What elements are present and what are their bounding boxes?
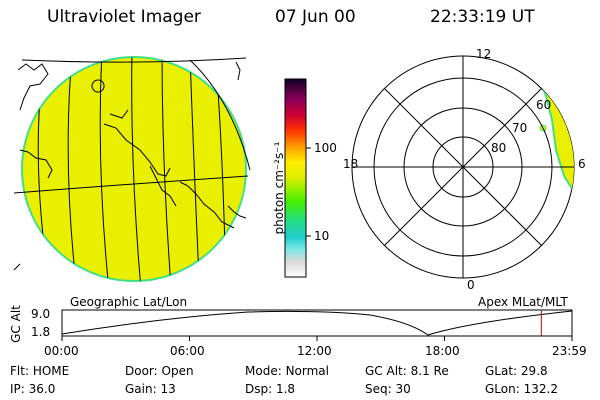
alt-xtick-0: 00:00	[44, 344, 79, 358]
mlt-label-6: 6	[578, 157, 586, 171]
alt-xtick-4: 23:59	[552, 344, 587, 358]
terminator-arc	[189, 59, 251, 171]
alt-xtick-2: 12:00	[297, 344, 332, 358]
coast-fragment	[13, 263, 21, 271]
image-date: 07 Jun 00	[275, 7, 356, 27]
status-ip: IP: 36.0	[10, 382, 56, 396]
polar-plot	[351, 55, 575, 279]
earth-disk	[21, 56, 247, 282]
status-gc-alt: GC Alt: 8.1 Re	[365, 364, 449, 378]
app-title: Ultraviolet Imager	[47, 7, 201, 27]
mlt-label-18: 18	[343, 157, 359, 171]
status-glon: GLon: 132.2	[485, 382, 558, 396]
altitude-plot	[61, 309, 573, 341]
status-door: Door: Open	[125, 364, 194, 378]
status-flt: Flt: HOME	[10, 364, 70, 378]
image-time: 22:33:19 UT	[430, 7, 535, 27]
status-glat: GLat: 29.8	[485, 364, 548, 378]
alt-ytick-high: 9.0	[31, 307, 51, 321]
colorbar-unit-label: photon cm⁻²s⁻¹	[272, 141, 286, 235]
colorbar	[284, 78, 311, 278]
lat-line-north	[21, 57, 247, 63]
colorbar-tick-label-100: 100	[314, 141, 337, 155]
alt-xtick-3: 18:00	[425, 344, 460, 358]
coastlines	[17, 61, 247, 229]
status-mode: Mode: Normal	[245, 364, 329, 378]
mlt-label-0: 0	[467, 278, 475, 292]
geographic-image	[13, 56, 251, 282]
polar-panel-label: Apex MLat/MLT	[478, 295, 568, 309]
altitude-curve	[61, 310, 573, 336]
geo-panel-label: Geographic Lat/Lon	[70, 295, 188, 309]
lat-label-70: 70	[512, 121, 528, 135]
altitude-plot-frame	[61, 309, 573, 337]
mlt-label-12: 12	[476, 47, 492, 61]
status-seq: Seq: 30	[365, 382, 411, 396]
colorbar-tick-label-10: 10	[314, 229, 330, 243]
alt-ytick-low: 1.8	[31, 325, 51, 339]
alt-xtick-1: 06:00	[170, 344, 205, 358]
status-dsp: Dsp: 1.8	[245, 382, 296, 396]
status-gain: Gain: 13	[125, 382, 176, 396]
lat-label-60: 60	[536, 98, 552, 112]
polar-diagonal-2	[384, 88, 542, 246]
lat-label-80: 80	[491, 141, 507, 155]
alt-plot-ylabel: GC Alt	[9, 305, 23, 343]
lat-line-equatorial	[13, 175, 249, 194]
colorbar-gradient	[284, 78, 307, 278]
